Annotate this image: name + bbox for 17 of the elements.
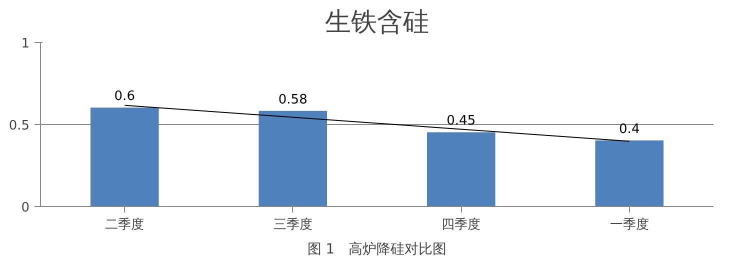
data-label: 0.58 <box>278 92 308 108</box>
x-tick-label: 三季度 <box>273 216 312 232</box>
x-tick-label: 一季度 <box>610 216 649 232</box>
y-tick-label: 0 <box>21 200 30 216</box>
data-label: 0.45 <box>446 114 476 129</box>
y-tick-label: 1 <box>21 36 30 52</box>
bar <box>426 132 496 206</box>
bar <box>595 140 664 206</box>
chart-title: 生铁含硅 <box>325 8 429 38</box>
caption: 图 1 高炉降硅对比图 <box>307 242 447 258</box>
bar <box>258 110 328 206</box>
data-label: 0.4 <box>619 122 640 137</box>
x-tick-label: 二季度 <box>105 216 144 232</box>
y-tick-label: 0.5 <box>8 118 30 134</box>
x-tick-label: 四季度 <box>442 216 481 232</box>
data-label: 0.6 <box>114 89 135 104</box>
bar <box>90 108 159 206</box>
